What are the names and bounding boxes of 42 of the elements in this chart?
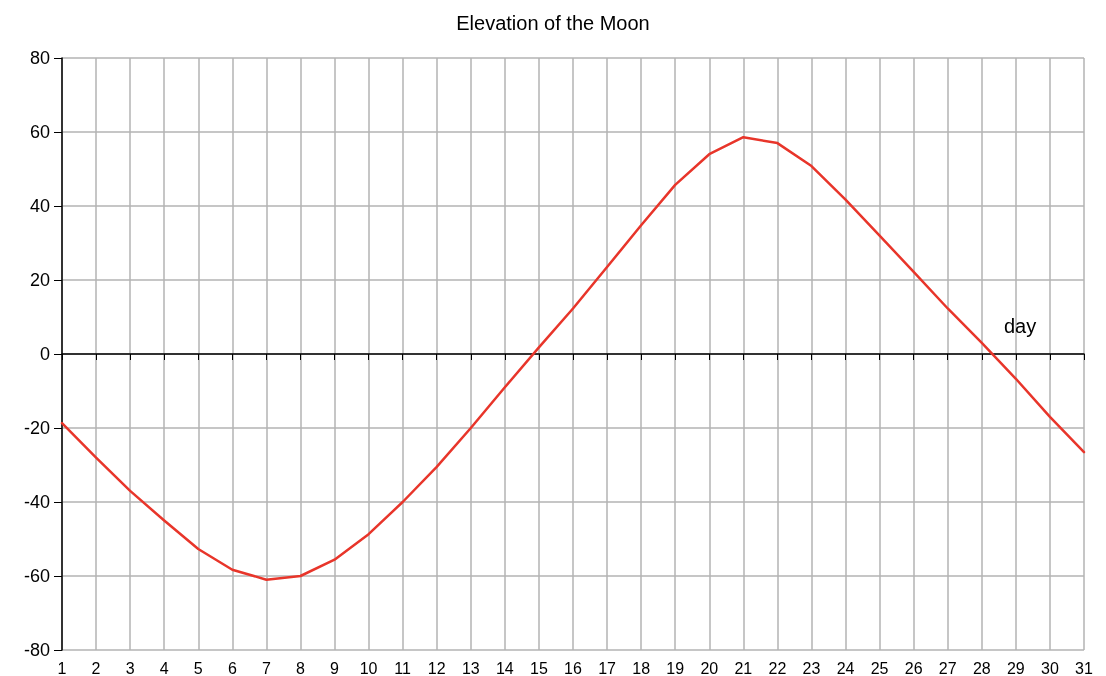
x-tick-label: 28 bbox=[972, 659, 991, 676]
y-tick-label: 20 bbox=[29, 270, 50, 290]
y-tick-label: 40 bbox=[29, 196, 50, 216]
x-tick-label: 1 bbox=[57, 659, 67, 676]
x-tick-label: 5 bbox=[193, 659, 203, 676]
x-tick-label: 6 bbox=[227, 659, 237, 676]
x-tick-label: 22 bbox=[768, 659, 787, 676]
y-tick-label: 0 bbox=[39, 344, 50, 364]
x-tick-label: 9 bbox=[330, 659, 340, 676]
x-tick-label: 20 bbox=[700, 659, 719, 676]
x-tick-label: 2 bbox=[91, 659, 101, 676]
x-tick-label: 10 bbox=[359, 659, 378, 676]
y-tick-label: -80 bbox=[23, 640, 50, 660]
x-tick-label: 30 bbox=[1041, 659, 1059, 676]
x-axis-title: day bbox=[1004, 315, 1037, 337]
x-tick-label: 21 bbox=[734, 659, 753, 676]
x-tick-label: 4 bbox=[159, 659, 169, 676]
x-tick-label: 16 bbox=[564, 659, 582, 676]
x-tick-label: 7 bbox=[261, 659, 271, 676]
x-tick-label: 8 bbox=[296, 659, 306, 676]
x-tick-label: 13 bbox=[461, 659, 480, 676]
x-tick-label: 12 bbox=[427, 659, 446, 676]
x-tick-label: 24 bbox=[836, 659, 855, 676]
x-tick-label: 25 bbox=[870, 659, 889, 676]
x-tick-label: 19 bbox=[666, 659, 685, 676]
x-tick-label: 31 bbox=[1075, 659, 1093, 676]
y-tick-label: 80 bbox=[29, 48, 50, 68]
x-tick-label: 26 bbox=[904, 659, 923, 676]
x-tick-label: 23 bbox=[802, 659, 821, 676]
x-tick-label: 15 bbox=[530, 659, 548, 676]
chart-title: Elevation of the Moon bbox=[456, 12, 650, 34]
x-tick-label: 11 bbox=[394, 659, 412, 676]
y-tick-label: -60 bbox=[23, 566, 50, 586]
x-tick-label: 27 bbox=[938, 659, 957, 676]
x-tick-label: 3 bbox=[125, 659, 135, 676]
x-tick-label: 17 bbox=[598, 659, 617, 676]
y-tick-label: 60 bbox=[29, 122, 50, 142]
x-tick-label: 29 bbox=[1006, 659, 1025, 676]
y-tick-label: -40 bbox=[23, 492, 50, 512]
x-tick-label: 18 bbox=[632, 659, 651, 676]
x-tick-label: 14 bbox=[495, 659, 514, 676]
y-tick-label: -20 bbox=[23, 418, 50, 438]
